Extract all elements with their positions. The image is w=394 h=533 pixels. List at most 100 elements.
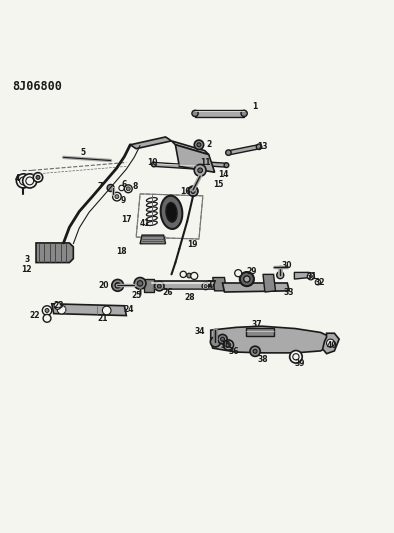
Circle shape — [253, 349, 257, 353]
Polygon shape — [323, 333, 339, 354]
Circle shape — [45, 309, 49, 312]
Text: 28: 28 — [184, 293, 195, 302]
Text: 29: 29 — [246, 267, 256, 276]
Text: 19: 19 — [187, 240, 198, 249]
Circle shape — [194, 140, 204, 149]
Circle shape — [240, 272, 254, 286]
Polygon shape — [140, 235, 165, 244]
Text: 12: 12 — [22, 265, 32, 274]
Circle shape — [191, 272, 198, 279]
Circle shape — [191, 189, 195, 193]
Text: 7: 7 — [97, 182, 103, 191]
Circle shape — [315, 279, 321, 285]
Circle shape — [194, 164, 206, 176]
Circle shape — [115, 195, 119, 199]
Circle shape — [290, 351, 302, 363]
Circle shape — [202, 282, 209, 289]
Text: 34: 34 — [194, 327, 205, 336]
Circle shape — [107, 184, 114, 191]
Text: 6: 6 — [122, 180, 127, 189]
Circle shape — [211, 281, 219, 289]
Polygon shape — [144, 279, 154, 292]
Text: 8: 8 — [132, 182, 138, 191]
Circle shape — [226, 343, 231, 348]
Text: 22: 22 — [30, 311, 40, 320]
Text: 31: 31 — [306, 272, 317, 281]
Polygon shape — [213, 278, 227, 291]
Circle shape — [197, 143, 201, 147]
Text: 32: 32 — [315, 278, 325, 287]
Circle shape — [187, 273, 191, 278]
Circle shape — [241, 110, 247, 117]
Text: 13: 13 — [257, 142, 268, 151]
Text: 27: 27 — [207, 280, 217, 289]
Polygon shape — [36, 243, 73, 263]
Polygon shape — [263, 274, 275, 292]
Circle shape — [42, 306, 52, 315]
Circle shape — [293, 354, 299, 360]
Polygon shape — [52, 304, 126, 316]
Text: 15: 15 — [213, 180, 223, 189]
Text: 24: 24 — [124, 305, 134, 314]
Text: 14: 14 — [219, 169, 229, 179]
Circle shape — [204, 285, 207, 288]
Text: 1: 1 — [252, 102, 257, 111]
Polygon shape — [150, 281, 215, 289]
Circle shape — [235, 270, 242, 277]
Circle shape — [198, 168, 203, 173]
Polygon shape — [246, 328, 273, 336]
Circle shape — [134, 278, 146, 289]
Circle shape — [138, 281, 143, 286]
Text: 8J06800: 8J06800 — [13, 80, 62, 93]
Polygon shape — [171, 141, 209, 155]
Text: 9: 9 — [121, 197, 126, 205]
Circle shape — [250, 346, 260, 357]
Polygon shape — [294, 272, 310, 279]
Text: 2: 2 — [207, 140, 212, 149]
Polygon shape — [195, 110, 244, 117]
Text: 20: 20 — [98, 281, 109, 290]
Circle shape — [57, 305, 66, 314]
Polygon shape — [211, 326, 331, 353]
Text: 37: 37 — [252, 320, 262, 329]
Text: 39: 39 — [294, 359, 305, 368]
Circle shape — [188, 186, 198, 196]
Text: 21: 21 — [98, 314, 108, 323]
Polygon shape — [223, 283, 289, 292]
Text: 40: 40 — [327, 341, 337, 350]
Text: 30: 30 — [281, 261, 292, 270]
Circle shape — [151, 162, 156, 167]
Polygon shape — [185, 160, 227, 167]
Circle shape — [327, 339, 335, 347]
Circle shape — [277, 272, 284, 279]
Ellipse shape — [166, 203, 177, 222]
Text: 18: 18 — [116, 247, 126, 256]
Circle shape — [115, 282, 121, 288]
Circle shape — [126, 187, 130, 191]
Circle shape — [307, 273, 314, 280]
Text: 36: 36 — [229, 347, 239, 356]
Circle shape — [180, 271, 186, 278]
Text: 11: 11 — [200, 158, 211, 167]
Text: 23: 23 — [54, 301, 64, 310]
Circle shape — [218, 334, 227, 344]
Circle shape — [309, 274, 312, 278]
Text: 25: 25 — [132, 290, 142, 300]
Text: 33: 33 — [283, 287, 294, 296]
Circle shape — [112, 279, 124, 291]
Circle shape — [146, 281, 154, 289]
Circle shape — [125, 185, 132, 193]
Circle shape — [33, 173, 43, 182]
Text: 38: 38 — [257, 355, 268, 364]
Text: 3: 3 — [25, 255, 30, 264]
Text: 26: 26 — [163, 287, 173, 296]
Text: 41: 41 — [139, 219, 150, 228]
Circle shape — [210, 337, 221, 347]
Circle shape — [256, 144, 262, 149]
Circle shape — [226, 150, 231, 156]
Text: 35: 35 — [221, 341, 231, 350]
Circle shape — [43, 314, 51, 322]
Polygon shape — [175, 145, 215, 172]
Circle shape — [191, 190, 195, 193]
Circle shape — [244, 276, 250, 282]
